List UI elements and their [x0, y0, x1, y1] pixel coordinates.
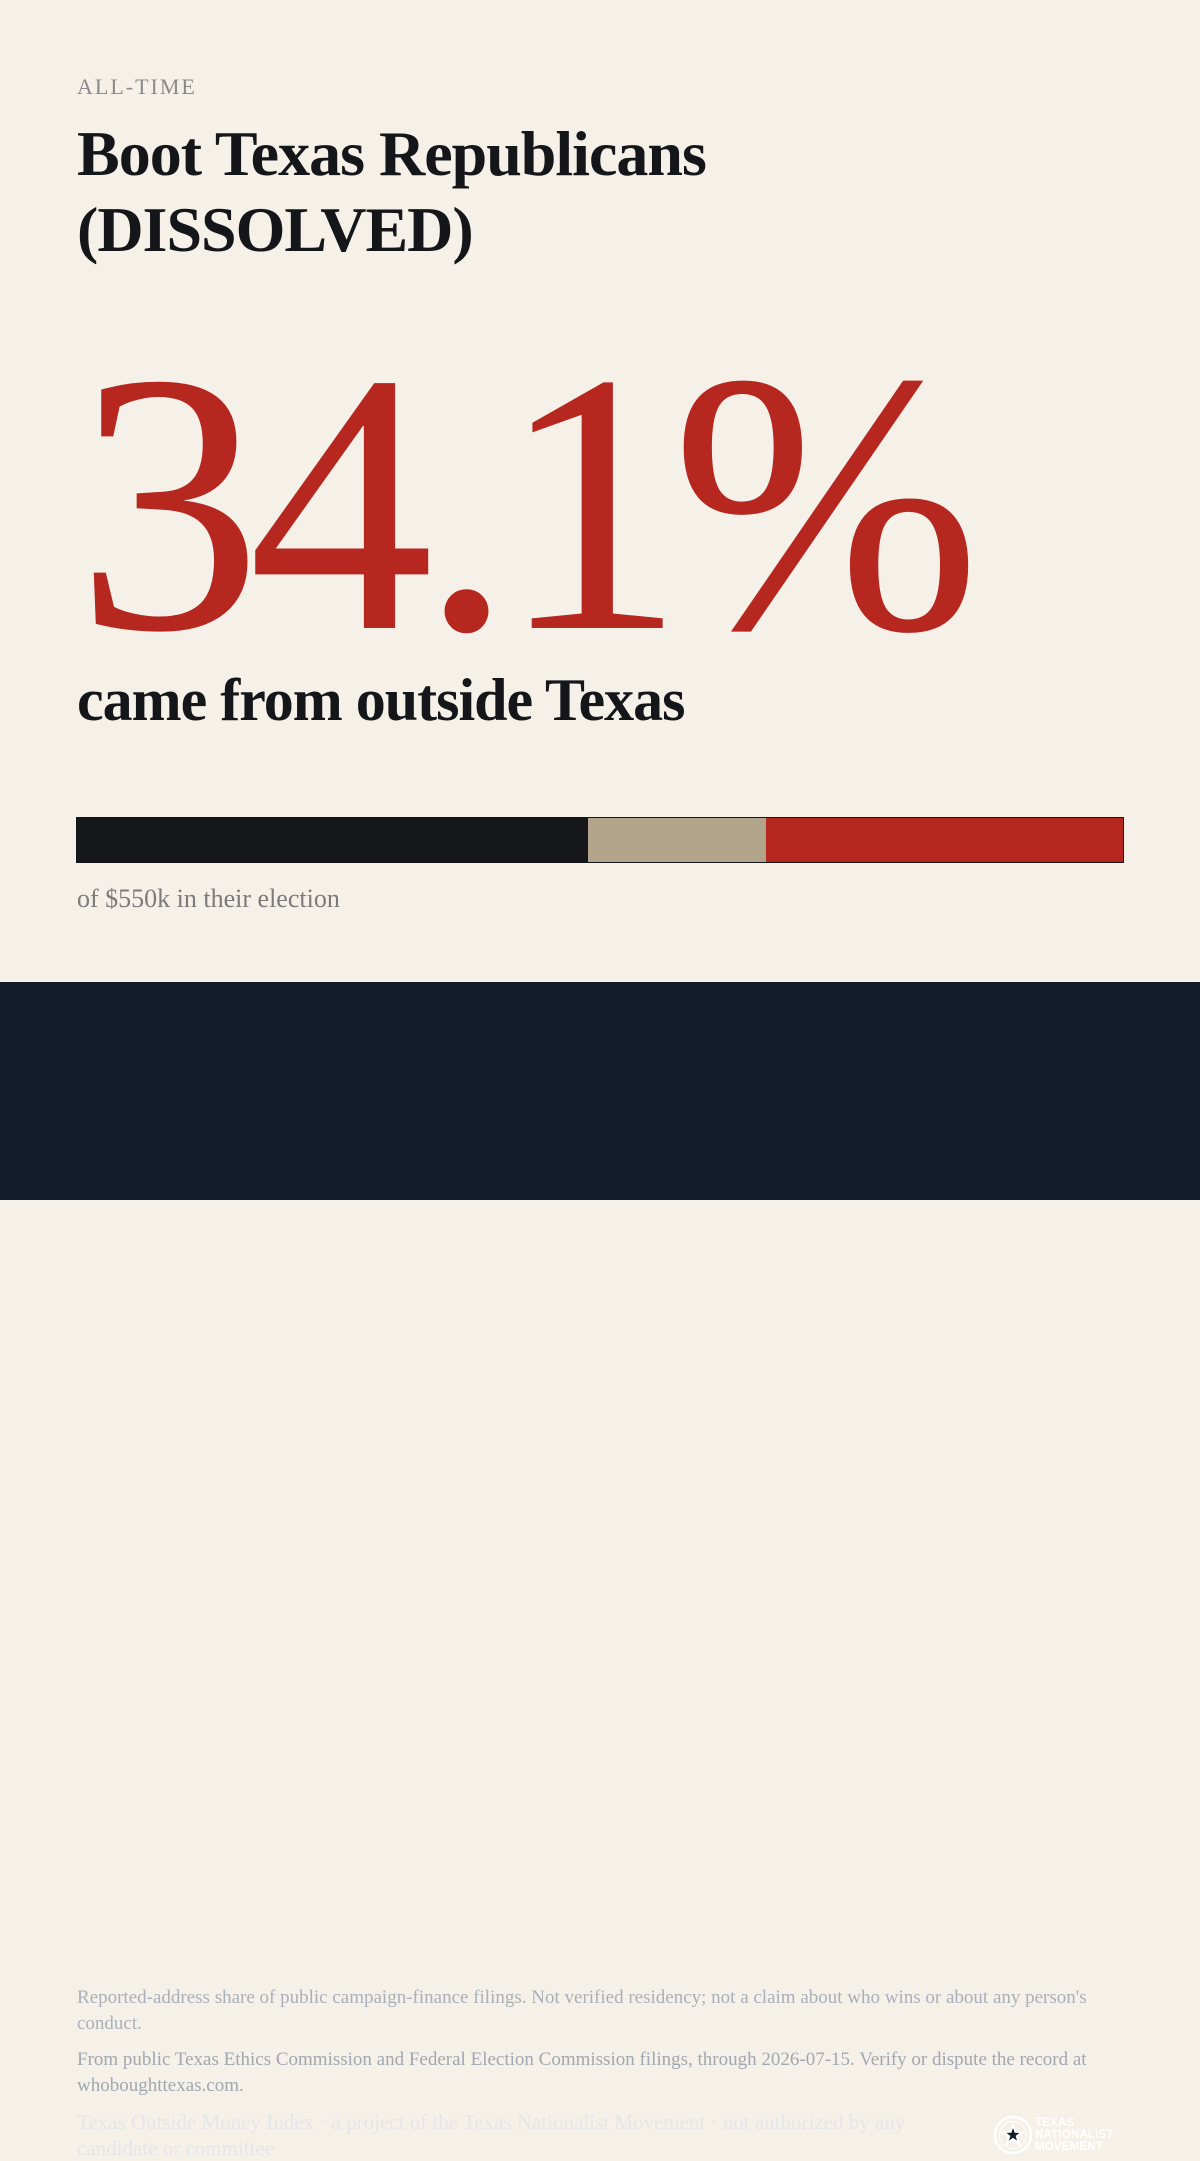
logo-line-texas: TEXAS — [1035, 2117, 1075, 2129]
tnm-logo: TEXAS NATIONALIST MOVEMENT — [993, 2113, 1133, 2157]
committee-title: Boot Texas Republicans (DISSOLVED) — [77, 118, 707, 265]
footer: Reported-address share of public campaig… — [0, 982, 1200, 2160]
source-text: From public Texas Ethics Commission and … — [77, 2049, 1087, 2096]
infographic-card: ALL-TIME Boot Texas Republicans (DISSOLV… — [0, 0, 1200, 982]
credit-text: Texas Outside Money Index · a project of… — [77, 2110, 906, 2160]
funding-breakdown-bar — [76, 817, 1124, 863]
bar-segment-dark — [77, 818, 589, 862]
total-raised-label: of $550k in their election — [77, 884, 340, 913]
tnm-star-seal-icon — [993, 2115, 1033, 2155]
timeframe-label: ALL-TIME — [77, 74, 197, 99]
bar-segment-tan — [588, 818, 767, 862]
logo-line-movement: MOVEMENT — [1035, 2141, 1104, 2153]
disclaimer-text: Reported-address share of public campaig… — [77, 1987, 1087, 2034]
logo-line-nationalist: NATIONALIST — [1035, 2129, 1114, 2141]
bar-segment-outside-texas — [766, 818, 1123, 862]
outside-share-stat: 34.1% — [76, 298, 981, 709]
stat-caption: came from outside Texas — [77, 667, 686, 733]
